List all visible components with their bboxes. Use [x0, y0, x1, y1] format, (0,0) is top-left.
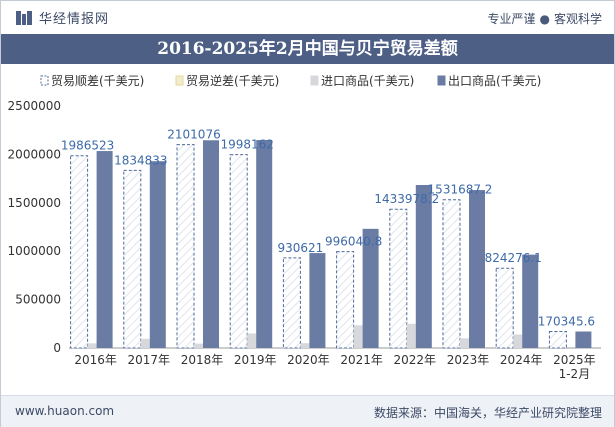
export-bar — [309, 253, 326, 348]
export-bar — [415, 184, 432, 348]
import-bar — [353, 325, 363, 348]
data-label: 170345.6 — [538, 315, 595, 329]
legend-label: 贸易顺差(千美元) — [51, 74, 144, 88]
slogan-separator: ● — [539, 12, 550, 26]
import-bar — [406, 323, 416, 348]
export-bar — [96, 151, 113, 348]
surplus-bar — [442, 199, 461, 349]
y-tick-label: 1500000 — [8, 196, 61, 210]
footer-site: www.huaon.com — [15, 404, 115, 418]
data-label: 824276.1 — [485, 251, 542, 265]
surplus-bar — [495, 267, 514, 349]
import-bar — [513, 334, 523, 348]
legend-swatch — [437, 75, 446, 86]
surplus-bar — [229, 154, 248, 349]
import-bar — [247, 333, 257, 348]
surplus-bar — [548, 331, 567, 349]
import-bar — [460, 338, 469, 348]
slogan: 专业严谨 ● 客观科学 — [487, 10, 602, 27]
import-bar — [87, 343, 97, 348]
y-tick-label: 1000000 — [8, 244, 61, 258]
legend-label: 进口商品(千美元) — [321, 73, 414, 88]
surplus-bar — [176, 144, 195, 349]
x-tick-label: 2022年 — [394, 353, 437, 367]
x-tick-label: 2018年 — [181, 353, 224, 367]
slogan-right: 客观科学 — [553, 12, 602, 26]
brand-name: 华经情报网 — [39, 12, 110, 27]
export-bar — [256, 140, 273, 348]
x-tick-label: 2025年 — [553, 353, 596, 367]
footer: www.huaon.com 数据来源：中国海关，华经产业研究院整理 — [1, 395, 614, 427]
surplus-bar — [389, 208, 408, 349]
import-bar — [140, 338, 150, 348]
export-bar — [575, 331, 592, 348]
export-bar — [149, 161, 166, 348]
brand: 华经情报网 — [15, 8, 109, 27]
x-tick-label: 2019年 — [234, 353, 277, 367]
x-tick-label: 2023年 — [447, 353, 490, 367]
export-bar — [522, 254, 539, 348]
export-bar — [203, 140, 219, 348]
x-tick-label: 1-2月 — [559, 367, 591, 381]
import-bar — [194, 343, 203, 348]
y-tick-label: 2000000 — [8, 147, 61, 161]
x-tick-label: 2021年 — [340, 353, 383, 367]
x-tick-label: 2020年 — [287, 353, 330, 367]
legend-swatch — [310, 75, 319, 86]
y-tick-label: 500000 — [15, 293, 61, 307]
legend-label: 出口商品(千美元) — [448, 73, 541, 88]
import-bar — [300, 343, 310, 348]
data-label: 1986523 — [61, 139, 114, 153]
chart-area: 贸易顺差(千美元) 贸易逆差(千美元) 进口商品(千美元) 出口商品(千美元) 0 500… — [8, 73, 601, 381]
data-label: 2101076 — [167, 128, 220, 142]
x-tick-label: 2017年 — [128, 353, 171, 367]
legend-label: 贸易逆差(千美元) — [186, 73, 279, 88]
surplus-bar — [123, 169, 142, 349]
export-bar — [469, 190, 485, 348]
surplus-bar — [70, 155, 89, 349]
surplus-bar — [336, 251, 355, 349]
surplus-bar — [282, 257, 301, 349]
slogan-left: 专业严谨 — [487, 12, 536, 26]
chart-title: 2016-2025年2月中国与贝宁贸易差额 — [1, 34, 614, 64]
x-tick-label: 2016年 — [74, 353, 117, 367]
data-label: 996040.8 — [325, 235, 382, 249]
x-tick-label: 2024年 — [500, 353, 543, 367]
footer-source: 数据来源：中国海关，华经产业研究院整理 — [373, 406, 602, 420]
data-label: 930621 — [277, 241, 323, 255]
y-tick-label: 0 — [53, 341, 61, 355]
data-label: 1834833 — [114, 153, 167, 167]
legend-swatch — [40, 75, 49, 86]
legend-swatch — [175, 75, 184, 86]
y-tick-label: 2500000 — [8, 99, 61, 113]
export-bar — [362, 228, 379, 348]
top-bar: 华经情报网 专业严谨 ● 客观科学 — [1, 1, 614, 34]
data-label: 1433978.2 — [374, 192, 439, 206]
data-label: 1531687.2 — [428, 183, 493, 197]
data-label: 1998162 — [220, 138, 273, 152]
huajing-logo-icon — [16, 10, 32, 25]
